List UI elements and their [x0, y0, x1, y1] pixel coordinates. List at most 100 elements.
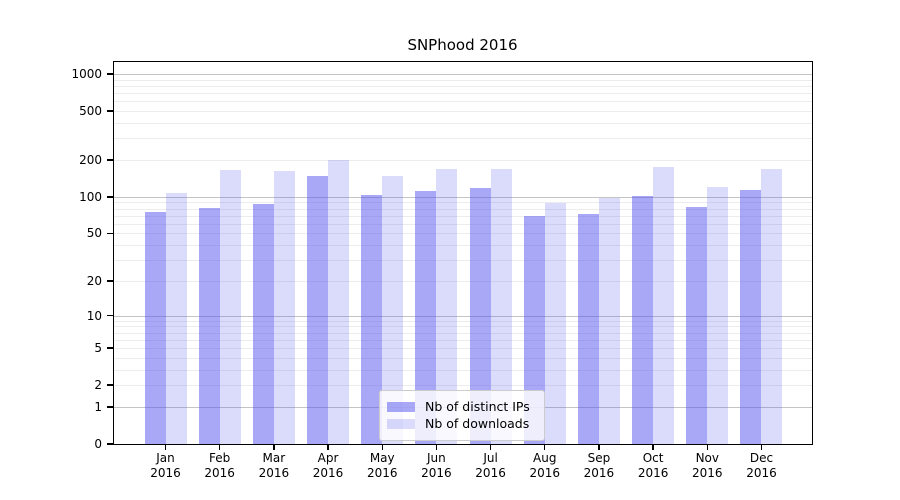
x-tick-year: 2016	[529, 466, 561, 480]
minor-gridline	[114, 339, 812, 341]
bar-distinct-ips-nov	[686, 207, 708, 444]
minor-gridline	[114, 101, 812, 103]
x-tick-year: 2016	[583, 466, 615, 480]
legend-item-downloads: Nb of downloads	[387, 416, 536, 431]
bar-downloads-apr	[328, 160, 350, 444]
bar-distinct-ips-mar	[252, 203, 274, 444]
bar-distinct-ips-jun	[415, 190, 437, 444]
x-tick-year: 2016	[475, 466, 506, 480]
bar-downloads-feb	[219, 170, 241, 444]
x-tick-label: Oct 2016	[623, 451, 683, 481]
y-tick	[107, 73, 113, 75]
bar-downloads-jul	[490, 168, 512, 444]
minor-gridline	[114, 320, 812, 322]
y-tick	[107, 159, 113, 161]
minor-gridline	[114, 138, 812, 140]
bar-downloads-nov	[707, 187, 729, 444]
bar-downloads-oct	[653, 167, 675, 444]
bar-distinct-ips-feb	[198, 208, 220, 444]
minor-gridline	[114, 79, 812, 81]
legend-item-distinct-ips: Nb of distinct IPs	[387, 399, 536, 414]
bar-distinct-ips-aug	[523, 215, 545, 444]
y-tick-label: 5	[94, 341, 102, 356]
minor-gridline	[114, 223, 812, 225]
y-tick-label: 500	[79, 104, 102, 119]
major-gridline	[114, 74, 812, 76]
y-tick-label: 50	[86, 226, 102, 241]
minor-gridline	[114, 280, 812, 282]
y-tick	[107, 347, 113, 349]
bar-downloads-dec	[761, 169, 783, 444]
x-tick-month: Jun	[427, 451, 446, 465]
legend-swatch-distinct-ips-icon	[387, 401, 415, 412]
bar-downloads-may	[382, 176, 404, 444]
x-tick	[489, 445, 492, 450]
minor-gridline	[114, 369, 812, 371]
x-tick-year: 2016	[150, 466, 181, 480]
bar-downloads-mar	[273, 170, 295, 444]
bar-distinct-ips-sep	[577, 213, 599, 444]
x-tick	[327, 445, 329, 450]
x-tick-year: 2016	[366, 466, 398, 480]
x-tick-month: Nov	[695, 451, 719, 465]
bar-downloads-aug	[544, 202, 566, 444]
minor-gridline	[114, 160, 812, 162]
legend-swatch-downloads-icon	[387, 418, 415, 429]
y-tick-label: 200	[79, 153, 102, 168]
bar-distinct-ips-may	[361, 194, 383, 444]
x-tick	[652, 445, 654, 450]
minor-gridline	[114, 233, 812, 235]
minor-gridline	[114, 86, 812, 88]
y-tick-label: 2	[94, 378, 102, 393]
x-tick-label: Apr 2016	[298, 451, 358, 481]
minor-gridline	[114, 215, 812, 217]
bar-distinct-ips-apr	[307, 176, 329, 444]
minor-gridline	[114, 357, 812, 359]
y-tick	[107, 280, 113, 282]
bar-downloads-jun	[436, 168, 458, 444]
x-tick-label: Jun 2016	[406, 451, 466, 481]
y-tick	[107, 406, 113, 408]
x-tick-year: 2016	[204, 466, 235, 480]
x-tick	[760, 445, 763, 450]
x-tick-month: Sep	[587, 451, 611, 465]
minor-gridline	[114, 202, 812, 204]
x-tick-year: 2016	[421, 466, 452, 480]
legend: Nb of distinct IPs Nb of downloads	[379, 390, 545, 441]
x-tick-month: Dec	[749, 451, 774, 465]
x-tick	[544, 445, 546, 450]
minor-gridline	[114, 326, 812, 328]
x-tick-month: Jul	[483, 451, 498, 465]
x-tick-label: Nov 2016	[677, 451, 737, 481]
y-tick-label: 100	[79, 189, 102, 204]
legend-label: Nb of downloads	[425, 416, 530, 431]
y-tick	[107, 384, 113, 386]
x-tick-year: 2016	[746, 466, 777, 480]
x-tick-label: Sep 2016	[569, 451, 629, 481]
y-tick	[107, 196, 113, 198]
x-tick-month: Aug	[533, 451, 557, 465]
y-tick-label: 10	[86, 308, 102, 323]
x-tick-month: May	[369, 451, 395, 465]
x-tick-label: Mar 2016	[244, 451, 304, 481]
y-tick-label: 0	[94, 437, 102, 451]
minor-gridline	[114, 208, 812, 210]
x-tick-label: Aug 2016	[515, 451, 575, 481]
x-tick-label: May 2016	[352, 451, 412, 481]
x-tick-year: 2016	[258, 466, 290, 480]
minor-gridline	[114, 385, 812, 387]
bar-downloads-sep	[598, 197, 620, 444]
minor-gridline	[114, 260, 812, 262]
legend-label: Nb of distinct IPs	[425, 399, 530, 414]
y-tick	[107, 314, 113, 317]
x-tick	[164, 445, 167, 450]
x-tick-month: Mar	[262, 451, 286, 465]
x-tick-year: 2016	[312, 466, 344, 480]
y-tick	[107, 110, 113, 112]
x-tick	[218, 445, 221, 450]
y-tick-label: 1000	[71, 67, 102, 82]
bar-distinct-ips-dec	[740, 190, 762, 444]
major-gridline	[114, 196, 812, 198]
bar-distinct-ips-oct	[632, 196, 654, 444]
